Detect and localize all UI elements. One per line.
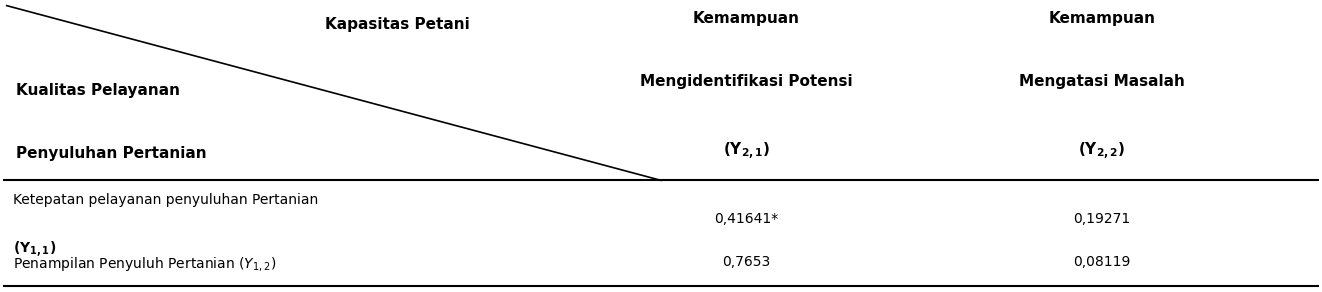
Text: Mengatasi Masalah: Mengatasi Masalah [1019,74,1185,89]
Text: Kapasitas Petani: Kapasitas Petani [325,17,471,32]
Text: 0,19271: 0,19271 [1073,212,1130,226]
Text: 0,41641*: 0,41641* [714,212,779,226]
Text: 0,08119: 0,08119 [1073,255,1130,269]
Text: Kemampuan: Kemampuan [1048,11,1155,26]
Text: $\mathbf{(Y_{1,1})}$: $\mathbf{(Y_{1,1})}$ [13,239,57,259]
Text: Kualitas Pelayanan: Kualitas Pelayanan [16,83,180,98]
Text: Penyuluhan Pertanian: Penyuluhan Pertanian [16,146,206,161]
Text: Penampilan Penyuluh Pertanian $(Y_{1,2})$: Penampilan Penyuluh Pertanian $(Y_{1,2})… [13,255,276,273]
Text: $\mathbf{(Y_{2,2})}$: $\mathbf{(Y_{2,2})}$ [1079,140,1125,161]
Text: Mengidentifikasi Potensi: Mengidentifikasi Potensi [640,74,853,89]
Text: Ketepatan pelayanan penyuluhan Pertanian: Ketepatan pelayanan penyuluhan Pertanian [13,193,319,207]
Text: 0,7653: 0,7653 [722,255,771,269]
Text: $\mathbf{(Y_{2,1})}$: $\mathbf{(Y_{2,1})}$ [723,140,771,161]
Text: Kemampuan: Kemampuan [693,11,800,26]
